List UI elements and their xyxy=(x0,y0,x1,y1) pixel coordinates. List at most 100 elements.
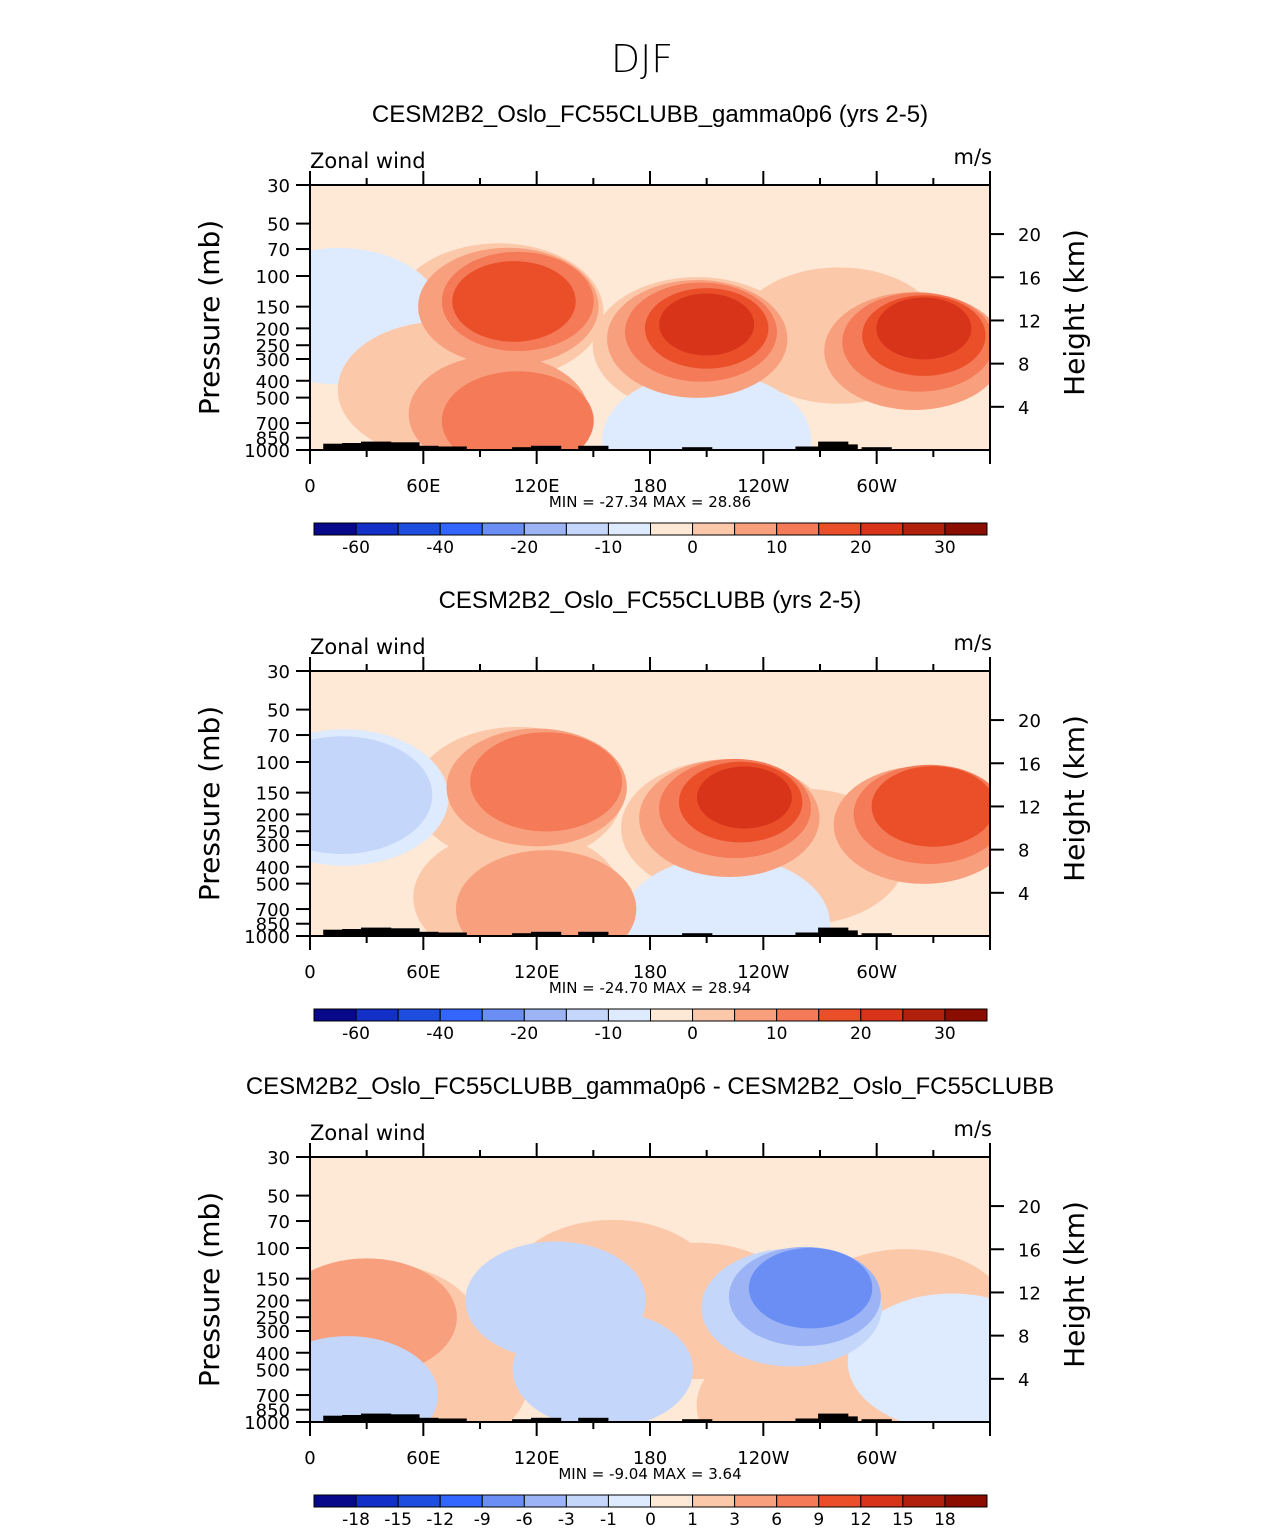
colorbar-swatch xyxy=(776,1494,820,1508)
pressure-tick-label: 100 xyxy=(256,267,290,288)
pressure-tick-label: 200 xyxy=(256,319,290,340)
pressure-tick-label: 70 xyxy=(267,1212,290,1233)
x-tick-label: 60E xyxy=(406,476,440,497)
topography xyxy=(861,1419,892,1422)
x-tick-label: 120E xyxy=(514,476,560,497)
x-tick-label: 0 xyxy=(304,962,315,983)
contour-region xyxy=(512,1310,694,1422)
x-tick-label: 120W xyxy=(737,476,789,497)
topography xyxy=(578,1417,609,1422)
colorbar-label: -12 xyxy=(426,1510,454,1530)
topography xyxy=(361,1413,392,1422)
topography xyxy=(342,1415,373,1422)
colorbar-swatch xyxy=(481,1008,525,1022)
contour-field xyxy=(310,185,990,450)
min-max-stats: MIN = -27.34 MAX = 28.86 xyxy=(549,493,751,511)
pressure-tick-label: 400 xyxy=(256,372,290,393)
pressure-tick-label: 30 xyxy=(267,176,290,197)
panel-title: CESM2B2_Oslo_FC55CLUBB_gamma0p6 (yrs 2-5… xyxy=(372,101,928,128)
colorbar-swatch xyxy=(734,522,778,536)
topography xyxy=(682,933,713,936)
figure-title: DJF xyxy=(611,37,673,81)
colorbar-swatch xyxy=(902,1008,946,1022)
pressure-tick-label: 300 xyxy=(256,1322,290,1343)
contour-region xyxy=(876,297,972,360)
y-axis-title-right: Height (km) xyxy=(1058,229,1091,396)
topography xyxy=(531,931,562,936)
pressure-tick-label: 150 xyxy=(256,784,290,805)
topography xyxy=(795,1418,826,1422)
min-max-stats: MIN = -24.70 MAX = 28.94 xyxy=(549,979,751,997)
pressure-tick-label: 850 xyxy=(256,429,290,450)
topography xyxy=(578,931,609,936)
pressure-tick-label: 250 xyxy=(256,822,290,843)
panel-title: CESM2B2_Oslo_FC55CLUBB (yrs 2-5) xyxy=(439,587,862,614)
colorbar-label: 10 xyxy=(766,1024,788,1044)
colorbar: -60 -40 -20 -10 0 10 20 30 xyxy=(313,522,988,558)
colorbar-label: -10 xyxy=(595,538,623,558)
y-axis-title: Pressure (mb) xyxy=(193,1192,226,1387)
pressure-tick-label: 200 xyxy=(256,1291,290,1312)
pressure-tick-label: 50 xyxy=(267,1187,290,1208)
colorbar-swatch xyxy=(818,522,862,536)
topography xyxy=(436,446,467,450)
topography xyxy=(827,930,858,936)
colorbar-swatch xyxy=(692,1008,736,1022)
pressure-tick-label: 250 xyxy=(256,336,290,357)
height-tick-label: 8 xyxy=(1018,841,1029,862)
contour-region xyxy=(602,372,812,450)
units-label: m/s xyxy=(954,631,992,655)
colorbar-swatch xyxy=(313,1494,357,1508)
topography xyxy=(827,1416,858,1422)
pressure-tick-label: 300 xyxy=(256,836,290,857)
height-tick-label: 4 xyxy=(1018,398,1029,419)
pressure-tick-label: 1000 xyxy=(244,1413,290,1434)
contour-region xyxy=(441,371,594,450)
pressure-tick-label: 700 xyxy=(256,1386,290,1407)
variable-label: Zonal wind xyxy=(310,149,426,173)
colorbar-swatch xyxy=(313,522,357,536)
colorbar-label: 30 xyxy=(934,538,956,558)
colorbar-swatch xyxy=(818,1494,862,1508)
colorbar-label: 18 xyxy=(934,1510,956,1530)
pressure-tick-label: 150 xyxy=(256,1270,290,1291)
x-tick-label: 60E xyxy=(406,1448,440,1469)
colorbar-swatch xyxy=(860,1494,904,1508)
topography xyxy=(361,441,392,450)
colorbar-swatch xyxy=(565,1494,609,1508)
pressure-tick-label: 100 xyxy=(256,1239,290,1260)
panel-1: CESM2B2_Oslo_FC55CLUBB_gamma0p6 (yrs 2-5… xyxy=(193,101,1091,558)
colorbar-label: -10 xyxy=(595,1024,623,1044)
x-tick-label: 60W xyxy=(856,476,897,497)
topography xyxy=(408,931,439,936)
colorbar-label: 0 xyxy=(687,538,698,558)
colorbar-swatch xyxy=(734,1008,778,1022)
colorbar-label: -3 xyxy=(558,1510,575,1530)
pressure-tick-label: 1000 xyxy=(244,927,290,948)
x-tick-label: 60E xyxy=(406,962,440,983)
height-tick-label: 16 xyxy=(1018,1240,1041,1261)
topography xyxy=(682,1419,713,1422)
pressure-tick-label: 400 xyxy=(256,1344,290,1365)
topography xyxy=(512,447,543,450)
units-label: m/s xyxy=(954,1117,992,1141)
topography xyxy=(531,1417,562,1422)
colorbar-swatch xyxy=(818,1008,862,1022)
pressure-tick-label: 850 xyxy=(256,915,290,936)
x-tick-label: 0 xyxy=(304,476,315,497)
y-axis-title-right: Height (km) xyxy=(1058,1201,1091,1368)
colorbar-label: -1 xyxy=(600,1510,617,1530)
contour-region xyxy=(847,1293,990,1422)
height-tick-label: 4 xyxy=(1018,884,1029,905)
topography xyxy=(436,932,467,936)
colorbar-label: 0 xyxy=(645,1510,656,1530)
pressure-tick-label: 200 xyxy=(256,805,290,826)
colorbar-swatch xyxy=(692,522,736,536)
colorbar-label: 20 xyxy=(850,1024,872,1044)
colorbar-label: 30 xyxy=(934,1024,956,1044)
contour-region xyxy=(659,293,755,356)
topography xyxy=(389,442,420,450)
x-tick-label: 180 xyxy=(633,962,667,983)
colorbar-swatch xyxy=(860,522,904,536)
pressure-tick-label: 300 xyxy=(256,350,290,371)
